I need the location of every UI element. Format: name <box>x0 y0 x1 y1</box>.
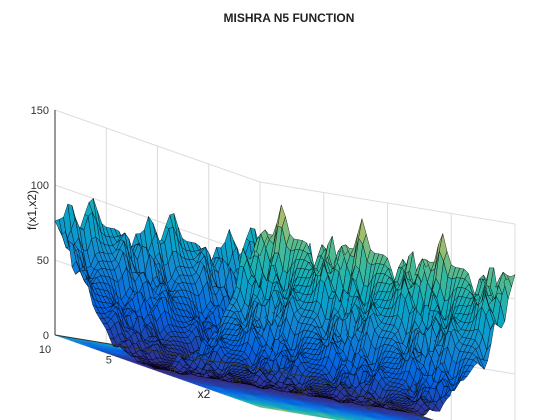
floor-contour-cell <box>426 418 434 420</box>
wall-grid-z-line <box>54 109 516 225</box>
floor-contour-cell <box>345 418 352 420</box>
chart-title: MISHRA N5 FUNCTION <box>224 11 355 25</box>
floor-contour-cell <box>254 405 267 409</box>
surface-mesh <box>54 197 516 417</box>
